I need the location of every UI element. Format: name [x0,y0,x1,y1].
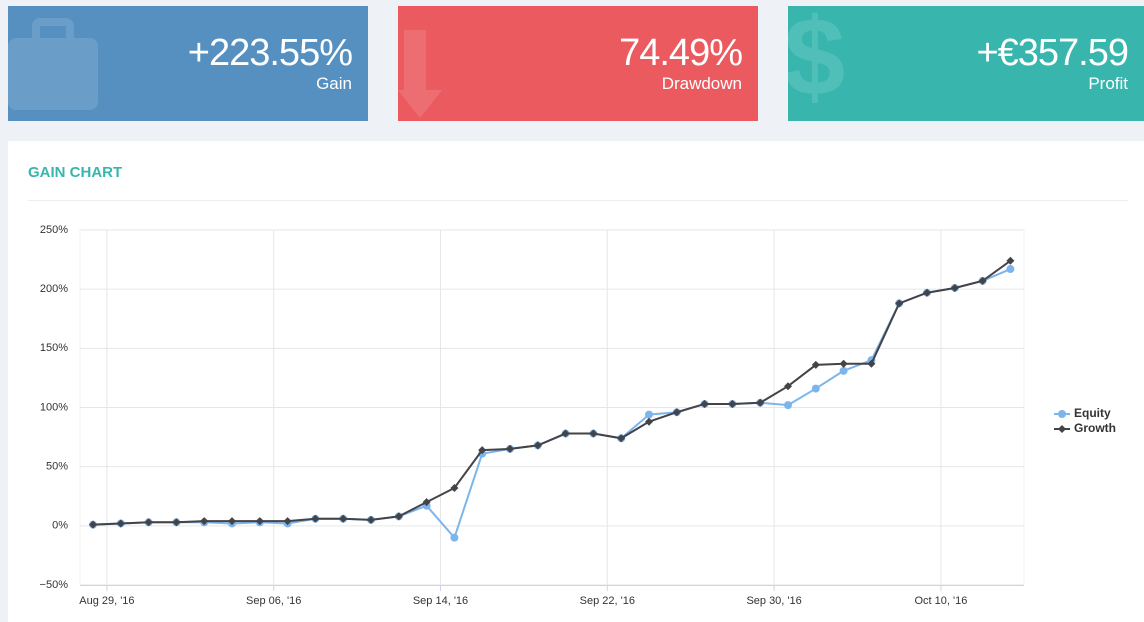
point [367,515,375,524]
point [339,514,348,523]
point [144,518,153,527]
point [700,399,709,408]
gain-card: +223.55% Gain [8,6,368,121]
x-tick-label: Sep 06, '16 [246,595,301,607]
point [839,366,848,375]
point [978,276,987,285]
point [867,359,876,368]
y-tick-label: −50% [40,579,69,591]
point [784,382,792,391]
point [311,514,320,523]
x-tick-label: Oct 10, '16 [914,595,967,607]
series-line [92,259,1011,526]
point [561,429,570,438]
point [394,512,403,521]
x-tick-label: Sep 22, '16 [580,595,635,607]
point [756,398,765,407]
point [89,520,97,529]
card-label: Gain [316,74,352,93]
chart: GAIN CHART −50% 0% 50% 100% 150% 200% 250% Aug … [28,164,1128,607]
drawdown-card: 74.49% Drawdown [398,6,758,121]
legend-label: Growth [1074,421,1116,435]
card-value: +€357.59 [976,32,1129,74]
y-tick-label: 200% [40,283,68,295]
point [811,384,820,393]
point [450,483,459,492]
card-label: Profit [1088,74,1128,93]
point [895,299,904,308]
point [645,417,653,426]
point [811,360,820,369]
point [728,399,737,408]
point [645,410,653,419]
y-tick-label: 0% [52,520,68,532]
briefcase-icon [8,18,98,110]
chart-title: GAIN CHART [28,164,122,181]
point [228,517,236,526]
y-tick-label: 150% [40,342,68,354]
point [950,283,959,292]
point [1006,256,1015,265]
point [672,408,681,417]
point [283,517,292,526]
point [784,401,792,410]
point [617,434,626,443]
point [422,498,431,507]
series-line [92,268,1011,540]
point [1006,265,1015,274]
point [255,517,264,526]
chart-panel: GAIN CHART −50% 0% 50% 100% 150% 200% 250% Aug … [8,141,1144,622]
y-tick-label: 250% [40,224,68,236]
point [589,429,598,438]
card-label: Drawdown [661,74,742,93]
point [478,446,487,455]
profit-card: $ +€357.59 Profit [788,6,1144,121]
arrow-icon [398,30,442,118]
svg-text:$: $ [788,6,845,119]
dollar-icon: $ [788,6,845,119]
x-tick-label: Sep 30, '16 [746,595,801,607]
y-tick-label: 100% [40,401,68,413]
card-value: 74.49% [619,32,743,74]
point [172,518,181,527]
point [200,517,209,526]
point [116,519,125,528]
point [450,533,459,542]
point [923,288,931,297]
point [839,359,848,368]
point [533,441,542,450]
x-tick-label: Sep 14, '16 [413,595,468,607]
legend-marker [1058,425,1066,433]
legend-label: Equity [1074,406,1111,420]
point [506,444,514,453]
card-value: +223.55% [187,32,353,74]
y-tick-label: 50% [46,461,68,473]
x-tick-label: Aug 29, '16 [79,595,134,607]
legend-marker [1058,410,1066,418]
